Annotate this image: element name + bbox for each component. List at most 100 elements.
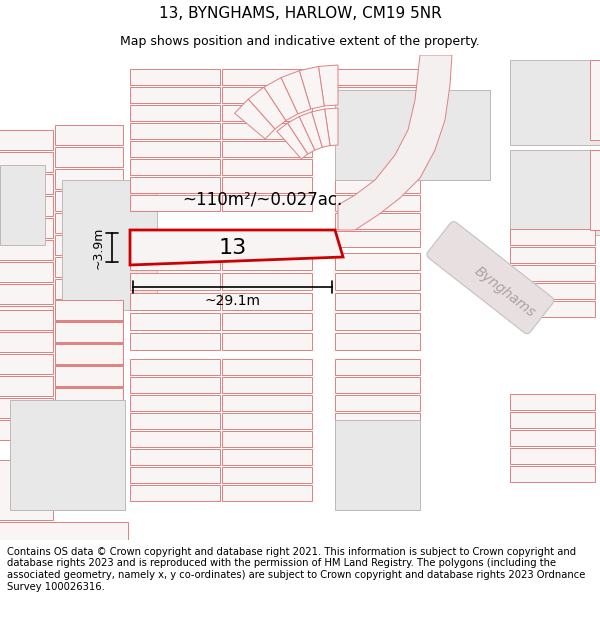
Polygon shape [338, 55, 452, 230]
Bar [222, 105, 312, 121]
Bar [222, 413, 312, 429]
Bar [55, 367, 123, 387]
Polygon shape [264, 78, 298, 121]
Bar [130, 177, 220, 193]
Text: Bynghams: Bynghams [472, 264, 538, 320]
Bar [335, 431, 420, 447]
Bar [130, 467, 220, 483]
Bar [130, 485, 220, 501]
Bar [335, 413, 420, 429]
Bar [55, 235, 123, 255]
Polygon shape [287, 117, 315, 154]
Bar [0, 152, 53, 172]
Bar [335, 377, 420, 393]
Bar [335, 195, 420, 211]
Bar [335, 359, 420, 375]
Text: ~29.1m: ~29.1m [205, 294, 260, 308]
Text: 13: 13 [218, 238, 247, 258]
Bar [130, 159, 220, 175]
Bar [130, 87, 220, 103]
Polygon shape [281, 71, 311, 114]
Bar [130, 123, 220, 139]
Bar [335, 313, 420, 330]
FancyBboxPatch shape [427, 222, 554, 334]
Bar [510, 448, 595, 464]
Bar [335, 87, 420, 103]
Bar [510, 301, 595, 317]
Bar [130, 431, 220, 447]
Bar [55, 191, 123, 211]
Bar [510, 247, 595, 263]
Bar [130, 413, 220, 429]
Bar [222, 377, 312, 393]
Bar [55, 147, 123, 167]
Bar [55, 389, 123, 409]
Bar [0, 522, 128, 540]
Bar [335, 449, 420, 465]
Bar [55, 323, 123, 343]
Bar [55, 213, 123, 233]
Polygon shape [235, 99, 275, 139]
Bar [130, 69, 220, 85]
Bar [55, 169, 123, 189]
Bar [222, 123, 312, 139]
Bar [55, 345, 123, 365]
Bar [55, 125, 123, 145]
Bar [222, 485, 312, 501]
Bar [222, 69, 312, 85]
Bar [55, 433, 123, 453]
Bar [222, 333, 312, 350]
Bar [130, 273, 220, 290]
Bar [222, 141, 312, 157]
Bar [335, 293, 420, 310]
Bar [510, 466, 595, 482]
Bar [0, 240, 53, 260]
Bar [335, 273, 420, 290]
Bar [55, 300, 123, 320]
Polygon shape [325, 108, 338, 146]
Bar [222, 273, 312, 290]
Bar [0, 284, 53, 304]
Bar [222, 467, 312, 483]
Bar [222, 253, 312, 270]
Bar [0, 262, 53, 282]
Bar [222, 359, 312, 375]
Bar [0, 460, 53, 520]
Bar [222, 195, 312, 211]
Bar [590, 60, 600, 140]
Bar [0, 218, 53, 238]
Text: ~110m²/~0.027ac.: ~110m²/~0.027ac. [182, 191, 343, 209]
Bar [510, 283, 595, 299]
Bar [130, 333, 220, 350]
Bar [222, 293, 312, 310]
Bar [0, 328, 53, 348]
Bar [0, 420, 53, 440]
Bar [130, 195, 220, 211]
Bar [55, 257, 123, 277]
Bar [590, 150, 600, 230]
Bar [10, 400, 125, 510]
Bar [335, 420, 420, 510]
Bar [62, 180, 157, 310]
Bar [0, 376, 53, 396]
Bar [335, 159, 420, 175]
Bar [0, 165, 45, 245]
Polygon shape [299, 112, 322, 150]
Bar [510, 412, 595, 428]
Bar [510, 394, 595, 410]
Bar [222, 431, 312, 447]
Bar [130, 377, 220, 393]
Bar [510, 229, 595, 245]
Bar [335, 231, 420, 247]
Bar [55, 344, 123, 364]
Bar [0, 130, 53, 150]
Bar [130, 253, 220, 270]
Bar [130, 313, 220, 330]
Bar [222, 313, 312, 330]
Bar [335, 395, 420, 411]
Bar [335, 123, 420, 139]
Polygon shape [299, 66, 324, 109]
Bar [510, 430, 595, 446]
Bar [55, 301, 123, 321]
Polygon shape [277, 123, 308, 159]
